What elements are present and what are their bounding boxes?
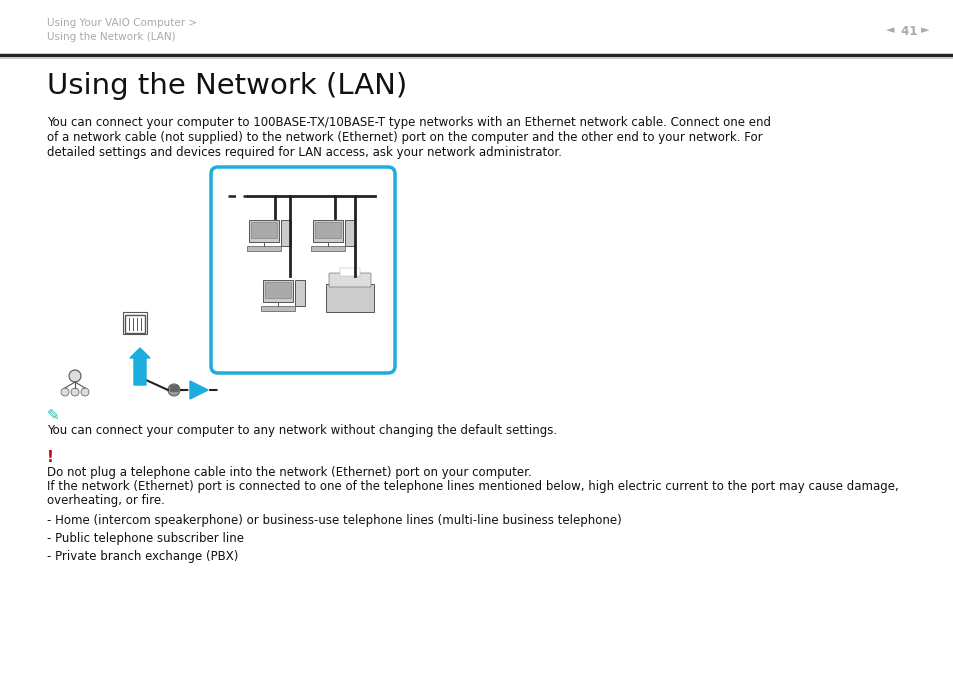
Text: Using the Network (LAN): Using the Network (LAN) (47, 72, 407, 100)
Text: ►: ► (920, 25, 928, 35)
Bar (313, 220, 343, 242)
Bar (261, 306, 294, 311)
Text: - Private branch exchange (PBX): - Private branch exchange (PBX) (47, 550, 238, 563)
Bar (251, 222, 276, 238)
FancyBboxPatch shape (211, 167, 395, 373)
Bar (345, 220, 355, 246)
Bar (311, 246, 345, 251)
Text: ✎: ✎ (47, 408, 60, 423)
Bar (247, 246, 281, 251)
Text: If the network (Ethernet) port is connected to one of the telephone lines mentio: If the network (Ethernet) port is connec… (47, 480, 898, 493)
Bar (339, 268, 359, 276)
Circle shape (69, 370, 81, 382)
Text: - Home (intercom speakerphone) or business-use telephone lines (multi-line busin: - Home (intercom speakerphone) or busine… (47, 514, 621, 527)
Text: !: ! (47, 450, 53, 465)
Polygon shape (190, 381, 208, 399)
Text: detailed settings and devices required for LAN access, ask your network administ: detailed settings and devices required f… (47, 146, 561, 159)
Text: 41: 41 (896, 25, 921, 38)
Bar (263, 280, 293, 302)
Bar (326, 284, 374, 312)
Bar (265, 282, 291, 298)
Text: overheating, or fire.: overheating, or fire. (47, 494, 165, 507)
Circle shape (168, 384, 180, 396)
Text: - Public telephone subscriber line: - Public telephone subscriber line (47, 532, 244, 545)
Text: Do not plug a telephone cable into the network (Ethernet) port on your computer.: Do not plug a telephone cable into the n… (47, 466, 531, 479)
Circle shape (71, 388, 79, 396)
Bar (125, 315, 145, 333)
Bar (281, 220, 291, 246)
Text: Using the Network (LAN): Using the Network (LAN) (47, 32, 175, 42)
Text: of a network cable (not supplied) to the network (Ethernet) port on the computer: of a network cable (not supplied) to the… (47, 131, 761, 144)
Bar (170, 385, 178, 391)
Bar (294, 280, 305, 306)
Circle shape (61, 388, 69, 396)
Text: ◄: ◄ (885, 25, 894, 35)
Bar (123, 312, 147, 334)
Bar (314, 222, 340, 238)
Text: You can connect your computer to any network without changing the default settin: You can connect your computer to any net… (47, 424, 557, 437)
Bar (249, 220, 278, 242)
Text: You can connect your computer to 100BASE-TX/10BASE-T type networks with an Ether: You can connect your computer to 100BASE… (47, 116, 770, 129)
Polygon shape (130, 348, 150, 385)
FancyBboxPatch shape (329, 273, 371, 287)
Circle shape (81, 388, 89, 396)
Text: Using Your VAIO Computer >: Using Your VAIO Computer > (47, 18, 197, 28)
